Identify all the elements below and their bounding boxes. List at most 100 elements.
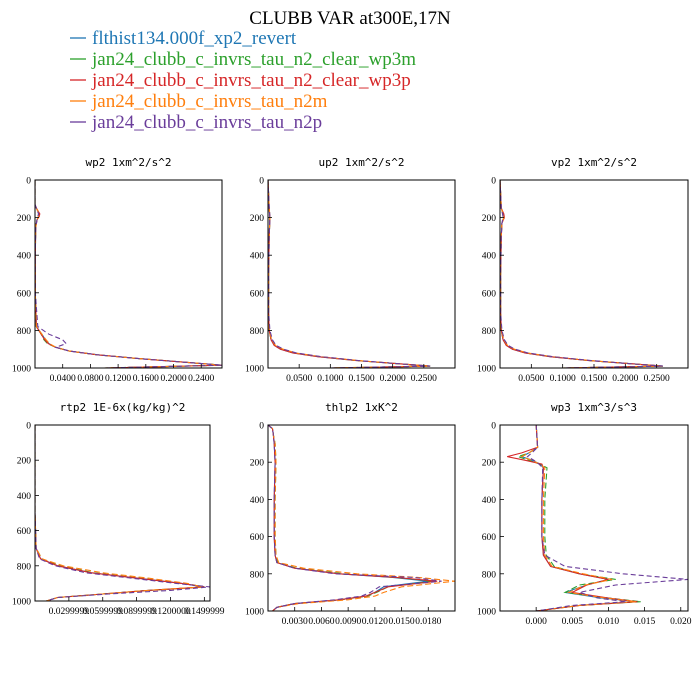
panel-title: wp3 1xm^3/s^3 bbox=[551, 401, 637, 414]
y-tick-label: 800 bbox=[250, 570, 265, 580]
series-line bbox=[35, 425, 205, 601]
series-line bbox=[500, 180, 663, 368]
chart-panel: wp3 1xm^3/s^3 0 200 400 600 800 1000 0.000 0.005… bbox=[477, 401, 692, 627]
series-line bbox=[268, 425, 429, 611]
series-line bbox=[268, 425, 438, 611]
y-tick-label: 800 bbox=[250, 327, 265, 337]
x-tick-label: 0.2500 bbox=[644, 374, 670, 384]
y-tick-label: 0 bbox=[491, 177, 496, 187]
series-line bbox=[35, 180, 222, 368]
x-tick-label: 0.2500 bbox=[411, 374, 437, 384]
y-tick-label: 600 bbox=[482, 533, 497, 543]
series-line bbox=[500, 180, 663, 368]
y-tick-label: 400 bbox=[482, 496, 497, 506]
legend-entry: jan24_clubb_c_invrs_tau_n2p bbox=[70, 112, 322, 133]
y-tick-label: 600 bbox=[250, 533, 265, 543]
series-line bbox=[507, 425, 638, 611]
x-tick-label: 0.2000 bbox=[160, 374, 186, 384]
legend-label: jan24_clubb_c_invrs_tau_n2_clear_wp3m bbox=[91, 49, 416, 70]
legend: flthist134.000f_xp2_revertjan24_clubb_c_… bbox=[70, 28, 416, 133]
legend-label: jan24_clubb_c_invrs_tau_n2m bbox=[91, 91, 328, 112]
series-line bbox=[268, 180, 431, 368]
y-tick-label: 600 bbox=[482, 289, 497, 299]
x-tick-label: 0.1200000 bbox=[150, 607, 191, 617]
x-tick-label: 0.1200 bbox=[105, 374, 131, 384]
legend-label: jan24_clubb_c_invrs_tau_n2_clear_wp3p bbox=[91, 70, 411, 91]
x-tick-label: 0.1600 bbox=[133, 374, 159, 384]
figure-title: CLUBB VAR at300E,17N bbox=[249, 8, 451, 29]
plot-frame bbox=[499, 424, 689, 612]
y-tick-label: 0 bbox=[259, 177, 264, 187]
y-tick-label: 200 bbox=[482, 214, 497, 224]
x-tick-label: 0.1499999 bbox=[184, 607, 225, 617]
legend-entry: jan24_clubb_c_invrs_tau_n2_clear_wp3m bbox=[70, 49, 416, 70]
series-group bbox=[35, 180, 222, 368]
series-line bbox=[516, 425, 642, 611]
plot-frame bbox=[267, 179, 456, 369]
x-tick-label: 0.005 bbox=[562, 617, 584, 627]
series-line bbox=[35, 425, 210, 601]
y-tick-label: 1000 bbox=[12, 365, 31, 375]
y-tick-label: 400 bbox=[17, 252, 32, 262]
y-tick-label: 0 bbox=[259, 422, 264, 432]
x-tick-label: 0.015 bbox=[634, 617, 656, 627]
series-line bbox=[35, 425, 205, 601]
x-tick-label: 0.2000 bbox=[380, 374, 406, 384]
series-group bbox=[268, 180, 431, 368]
series-group bbox=[268, 425, 455, 611]
plot-frame bbox=[34, 179, 223, 369]
y-tick-label: 400 bbox=[250, 496, 265, 506]
x-tick-label: 0.010 bbox=[598, 617, 620, 627]
chart-panel: up2 1xm^2/s^2 0 200 400 600 800 1000 0.0500 0.10… bbox=[245, 156, 456, 384]
x-tick-label: 0.0120 bbox=[362, 617, 388, 627]
x-tick-label: 0.0180 bbox=[415, 617, 441, 627]
x-tick-label: 0.0899999 bbox=[116, 607, 157, 617]
panel-title: thlp2 1xK^2 bbox=[325, 401, 398, 414]
x-tick-label: 0.0060 bbox=[308, 617, 334, 627]
series-line bbox=[268, 425, 455, 611]
chart-panel: vp2 1xm^2/s^2 0 200 400 600 800 1000 0.0500 0.10… bbox=[477, 156, 689, 384]
x-tick-label: 0.0299999 bbox=[49, 607, 90, 617]
series-line bbox=[268, 180, 431, 368]
y-tick-label: 0 bbox=[26, 177, 31, 187]
y-tick-label: 200 bbox=[482, 459, 497, 469]
chart-panel: wp2 1xm^2/s^2 0 200 400 600 800 1000 0.0400 0.08… bbox=[12, 156, 223, 384]
series-line bbox=[35, 425, 205, 601]
y-tick-label: 600 bbox=[17, 289, 32, 299]
series-line bbox=[268, 180, 431, 368]
series-line bbox=[526, 425, 688, 611]
series-group bbox=[507, 425, 688, 611]
y-tick-label: 800 bbox=[17, 327, 32, 337]
y-tick-label: 0 bbox=[26, 422, 31, 432]
x-tick-label: 0.2000 bbox=[612, 374, 638, 384]
series-line bbox=[520, 425, 636, 611]
y-tick-label: 200 bbox=[250, 214, 265, 224]
x-tick-label: 0.0400 bbox=[50, 374, 76, 384]
series-group bbox=[35, 425, 210, 601]
y-tick-label: 1000 bbox=[477, 608, 496, 618]
x-tick-label: 0.000 bbox=[525, 617, 547, 627]
series-line bbox=[268, 425, 442, 611]
y-tick-label: 200 bbox=[17, 214, 32, 224]
y-tick-label: 800 bbox=[482, 570, 497, 580]
x-tick-label: 0.0500 bbox=[518, 374, 544, 384]
y-tick-label: 0 bbox=[491, 422, 496, 432]
x-tick-label: 0.1000 bbox=[550, 374, 576, 384]
series-line bbox=[35, 425, 203, 601]
x-tick-label: 0.1500 bbox=[348, 374, 374, 384]
series-line bbox=[35, 180, 222, 368]
series-group bbox=[500, 180, 663, 368]
legend-label: flthist134.000f_xp2_revert bbox=[92, 28, 297, 49]
series-line bbox=[500, 180, 663, 368]
plot-frame bbox=[499, 179, 689, 369]
y-tick-label: 800 bbox=[482, 327, 497, 337]
series-line bbox=[500, 180, 663, 368]
y-tick-label: 1000 bbox=[245, 365, 264, 375]
y-tick-label: 1000 bbox=[12, 598, 31, 608]
y-tick-label: 400 bbox=[17, 492, 32, 502]
series-line bbox=[500, 180, 663, 368]
x-tick-label: 0.1000 bbox=[317, 374, 343, 384]
panel-title: vp2 1xm^2/s^2 bbox=[551, 156, 637, 169]
